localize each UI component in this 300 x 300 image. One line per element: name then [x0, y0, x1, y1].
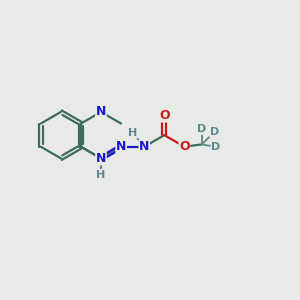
Text: D: D: [210, 127, 219, 137]
Text: N: N: [96, 106, 106, 118]
Text: D: D: [197, 124, 206, 134]
Text: H: H: [128, 128, 137, 138]
Text: N: N: [96, 152, 106, 165]
Text: O: O: [159, 109, 169, 122]
Text: O: O: [179, 140, 190, 153]
Text: D: D: [211, 142, 220, 152]
Text: H: H: [96, 169, 106, 180]
Text: N: N: [139, 140, 149, 153]
Text: N: N: [116, 140, 126, 153]
